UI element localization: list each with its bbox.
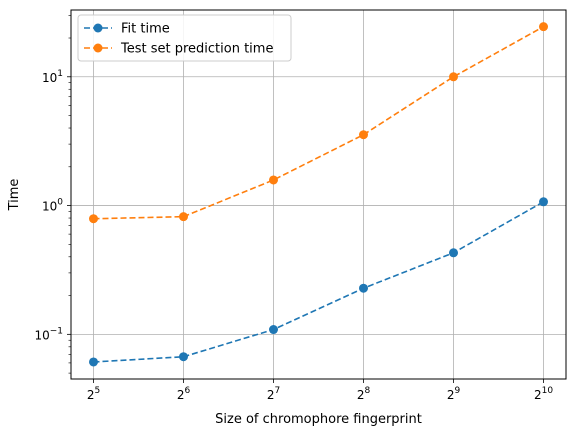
- data-point: [449, 248, 458, 258]
- data-point: [89, 214, 98, 224]
- data-point: [539, 22, 548, 32]
- series-2: [89, 22, 548, 224]
- x-tick-label: 27: [267, 386, 280, 402]
- x-axis-label: Size of chromophore fingerprint: [215, 412, 422, 427]
- plot-frame: [70, 9, 567, 380]
- y-tick-label: 100: [42, 198, 63, 214]
- x-tick-label: 25: [87, 386, 100, 402]
- x-tick-label: 29: [447, 386, 461, 402]
- series-line: [93, 201, 544, 363]
- data-point: [269, 175, 278, 185]
- legend-marker: [93, 43, 103, 53]
- data-point: [179, 352, 188, 362]
- x-tick-label: 26: [177, 386, 191, 402]
- legend-label: Test set prediction time: [120, 42, 273, 57]
- legend-label: Fit time: [121, 22, 170, 37]
- legend: Fit time Test set prediction time: [77, 14, 292, 62]
- data-point: [89, 357, 98, 367]
- series-1: [89, 197, 548, 367]
- data-point: [179, 212, 188, 222]
- legend-box: [77, 14, 292, 62]
- y-tick-label: 10−1: [34, 326, 63, 342]
- data-point: [269, 325, 278, 335]
- ticks: 25 26 27 28 29 210 10−1 100 101: [34, 15, 553, 402]
- series-line: [93, 25, 544, 220]
- data-point: [449, 72, 458, 82]
- series-layer: [89, 22, 548, 367]
- grid: [71, 10, 566, 379]
- legend-marker: [93, 23, 103, 33]
- data-point: [359, 130, 368, 140]
- data-point: [539, 197, 548, 207]
- y-axis-label: Time: [7, 179, 22, 212]
- y-tick-label: 101: [42, 69, 63, 85]
- x-tick-label: 210: [534, 386, 553, 402]
- data-point: [359, 283, 368, 293]
- x-tick-label: 28: [357, 386, 371, 402]
